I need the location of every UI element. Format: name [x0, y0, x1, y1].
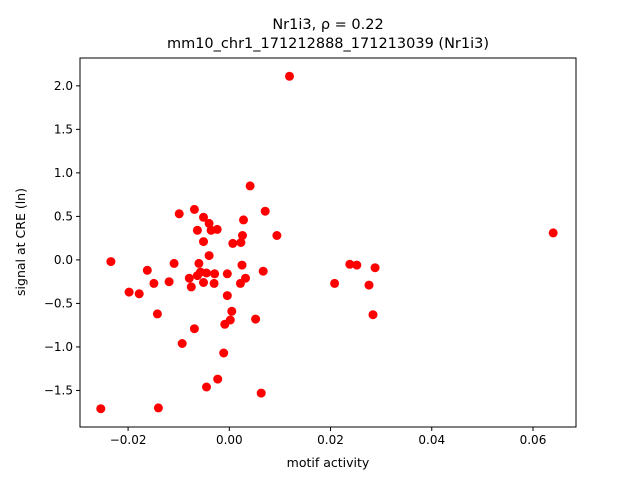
y-tick-label: −0.5	[44, 296, 73, 310]
data-point	[184, 273, 194, 283]
data-point	[364, 280, 374, 290]
data-point	[106, 257, 116, 267]
data-point	[177, 339, 187, 348]
data-point	[238, 231, 247, 240]
data-point	[204, 218, 214, 228]
y-tick-label: 0.0	[54, 253, 73, 267]
y-tick-label: 1.5	[54, 122, 73, 136]
y-tick-label: 2.0	[54, 79, 73, 93]
data-point	[272, 231, 282, 240]
data-point	[258, 266, 268, 276]
chart-title-line1: Nr1i3, ρ = 0.22	[272, 17, 383, 33]
data-point	[245, 181, 255, 191]
data-point	[285, 71, 294, 81]
plot-area-frame	[79, 57, 577, 428]
data-point	[153, 403, 163, 413]
data-point	[228, 238, 238, 248]
data-point	[149, 278, 159, 288]
data-point	[219, 348, 229, 358]
data-point	[152, 309, 162, 319]
data-point	[164, 277, 174, 287]
data-point	[134, 289, 144, 299]
x-axis-label: motif activity	[287, 455, 370, 470]
x-tick-label: 0.06	[520, 433, 547, 447]
x-tick-label: 0.02	[317, 433, 344, 447]
y-axis-label: signal at CRE (ln)	[13, 188, 28, 296]
data-point	[194, 258, 204, 268]
data-point	[256, 388, 266, 398]
data-point	[222, 291, 232, 301]
y-tick-label: 0.5	[54, 209, 73, 223]
data-point	[260, 206, 270, 216]
data-point	[241, 273, 250, 283]
data-point	[199, 237, 208, 247]
data-point	[330, 278, 340, 288]
x-tick-label: 0.04	[418, 433, 445, 447]
data-point	[192, 225, 202, 235]
x-tick-label: 0.00	[216, 433, 243, 447]
data-point	[204, 251, 214, 261]
plot-marks	[96, 71, 558, 414]
chart-title-line2: mm10_chr1_171212888_171213039 (Nr1i3)	[167, 36, 489, 52]
data-point	[548, 228, 558, 238]
data-point	[174, 209, 184, 219]
data-point	[251, 314, 261, 324]
data-point	[209, 278, 219, 288]
data-point	[202, 268, 211, 278]
data-point	[368, 310, 378, 320]
data-point	[124, 287, 134, 297]
data-point	[352, 260, 362, 270]
data-point	[189, 324, 199, 334]
data-point	[212, 224, 222, 234]
data-point	[202, 382, 211, 392]
data-point	[169, 258, 179, 268]
y-tick-label: 1.0	[54, 166, 73, 180]
x-axis-ticks: −0.02 0.00 0.02 0.04 0.06	[110, 427, 547, 447]
data-point	[199, 278, 208, 287]
data-point	[213, 374, 223, 384]
data-point	[142, 265, 152, 275]
data-point	[370, 263, 380, 273]
y-tick-label: −1.5	[44, 383, 73, 397]
data-point	[189, 204, 199, 214]
data-point	[199, 212, 208, 222]
data-point	[210, 269, 220, 279]
data-point	[222, 269, 232, 279]
data-point	[96, 404, 106, 414]
data-point	[237, 260, 247, 270]
data-point	[345, 259, 355, 269]
x-tick-label: −0.02	[110, 433, 147, 447]
data-point	[227, 306, 237, 316]
y-tick-label: −1.0	[44, 340, 73, 354]
y-axis-ticks: −1.5 −1.0 −0.5 0.0 0.5 1.0 1.5 2.0	[44, 79, 80, 397]
data-point	[239, 215, 248, 225]
data-point	[225, 315, 235, 325]
data-point	[236, 238, 246, 247]
data-point	[186, 282, 196, 292]
